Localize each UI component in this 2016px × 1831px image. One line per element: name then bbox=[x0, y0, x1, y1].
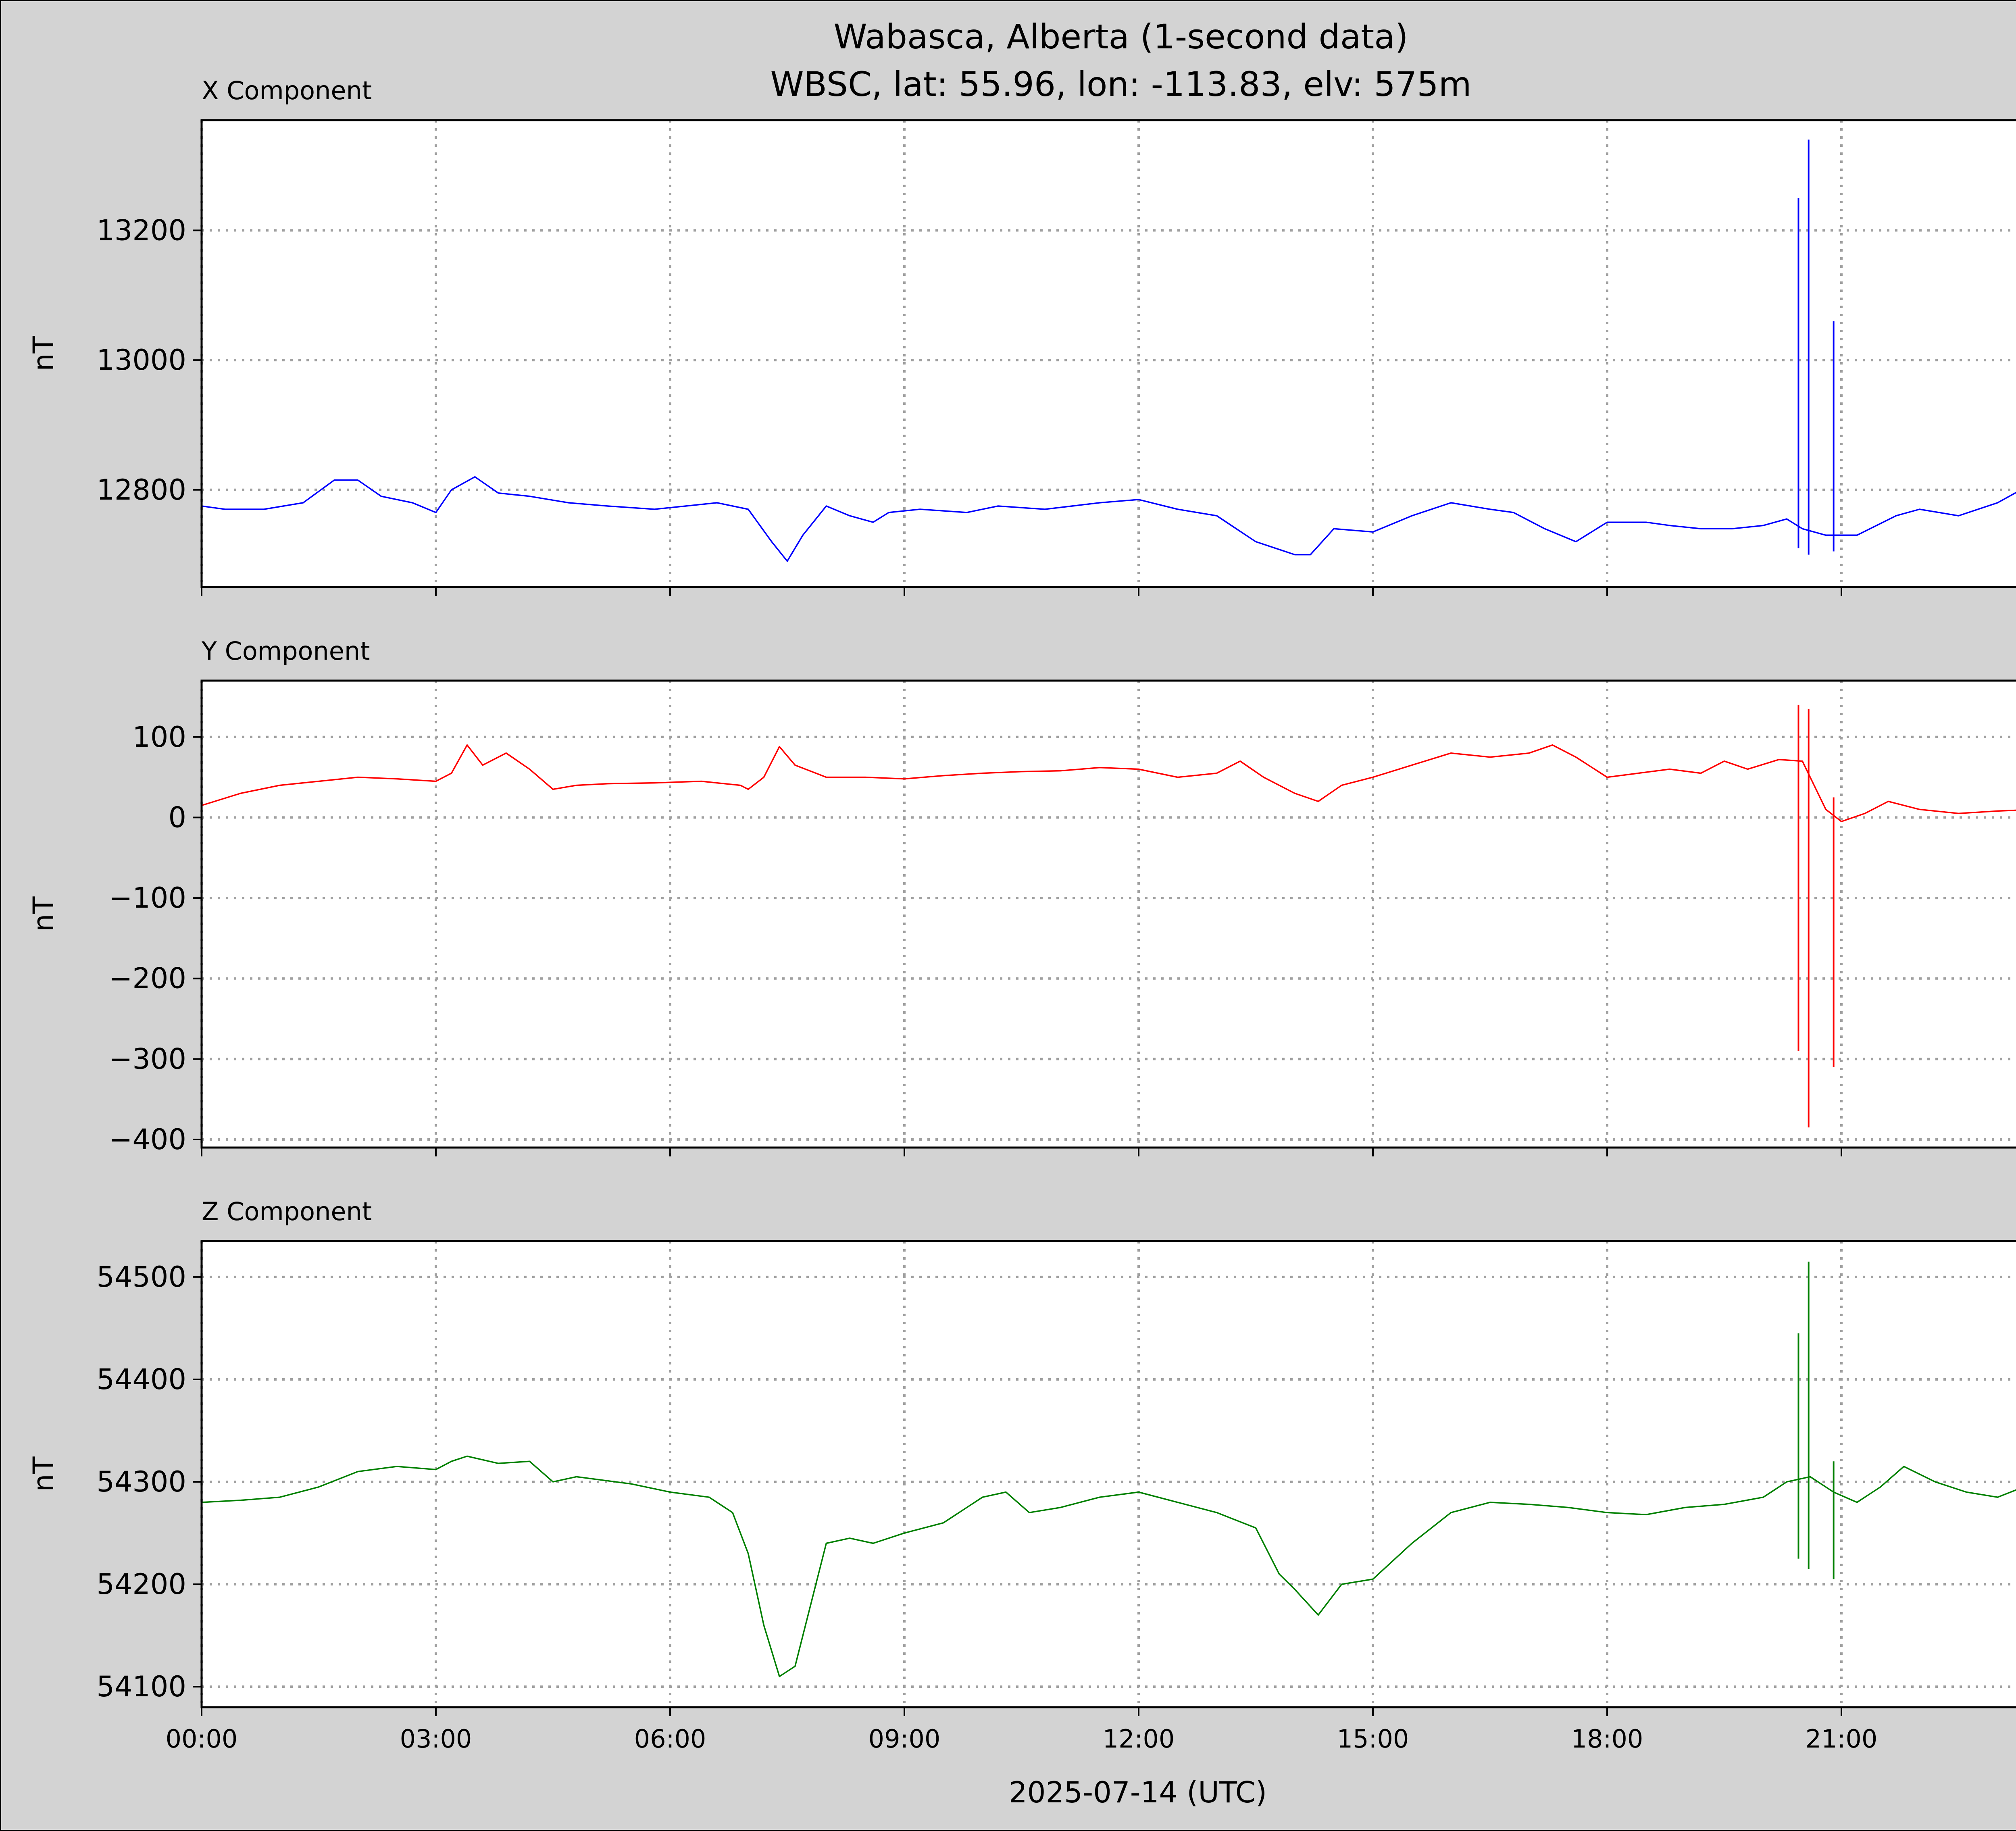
y-tick-label: −100 bbox=[109, 881, 186, 914]
y-tick-label: −200 bbox=[109, 962, 186, 995]
plot-area bbox=[202, 1241, 2016, 1707]
y-tick-label: 54300 bbox=[96, 1465, 186, 1498]
y-tick-label: 100 bbox=[132, 721, 186, 754]
panel-title: Y Component bbox=[201, 636, 370, 666]
figure-title: Wabasca, Alberta (1-second data) bbox=[833, 17, 1408, 56]
panel-title: X Component bbox=[202, 76, 372, 105]
y-tick-label: −300 bbox=[109, 1042, 186, 1075]
series-line bbox=[201, 1455, 2016, 1677]
plot-area bbox=[202, 681, 2016, 1148]
y-tick-label: 54200 bbox=[96, 1568, 186, 1601]
panel-title: Z Component bbox=[202, 1197, 372, 1226]
panel-1: −400 −300 −200 −100 0 100 Y Component nT bbox=[27, 636, 2016, 1156]
series-line bbox=[201, 476, 2016, 562]
series-line bbox=[201, 744, 2016, 823]
y-tick-label: 54100 bbox=[96, 1670, 186, 1703]
x-tick-label: 03:00 bbox=[400, 1724, 472, 1754]
x-tick-label: 06:00 bbox=[634, 1724, 706, 1754]
y-tick-label: 12800 bbox=[96, 473, 186, 506]
x-tick-label: 12:00 bbox=[1103, 1724, 1175, 1754]
y-tick-label: 13200 bbox=[96, 214, 186, 247]
figure-subtitle: WBSC, lat: 55.96, lon: -113.83, elv: 575… bbox=[770, 65, 1471, 104]
y-tick-label: 54500 bbox=[96, 1260, 186, 1294]
panel-2: 00:00 03:00 06:00 09:00 12:00 15:00 18:00 21:00… bbox=[27, 1197, 2016, 1754]
y-tick-label: −400 bbox=[109, 1123, 186, 1156]
x-tick-label: 09:00 bbox=[868, 1724, 941, 1754]
y-tick-label: 0 bbox=[168, 801, 186, 834]
x-tick-label: 15:00 bbox=[1337, 1724, 1409, 1754]
y-axis-label: nT bbox=[27, 1456, 60, 1491]
x-tick-label: 21:00 bbox=[1806, 1724, 1878, 1754]
x-axis-label: 2025-07-14 (UTC) bbox=[1009, 1775, 1267, 1809]
x-tick-label: 00:00 bbox=[166, 1724, 238, 1754]
y-axis-label: nT bbox=[27, 336, 60, 371]
panels: 12800 13000 13200 X Component nT −400 −300 −200… bbox=[27, 76, 2016, 1754]
y-axis-label: nT bbox=[27, 896, 60, 931]
x-tick-label: 18:00 bbox=[1571, 1724, 1643, 1754]
y-tick-label: 54400 bbox=[96, 1363, 186, 1396]
y-tick-label: 13000 bbox=[96, 344, 186, 377]
plot-area bbox=[202, 120, 2016, 587]
panel-0: 12800 13000 13200 X Component nT bbox=[27, 76, 2016, 596]
